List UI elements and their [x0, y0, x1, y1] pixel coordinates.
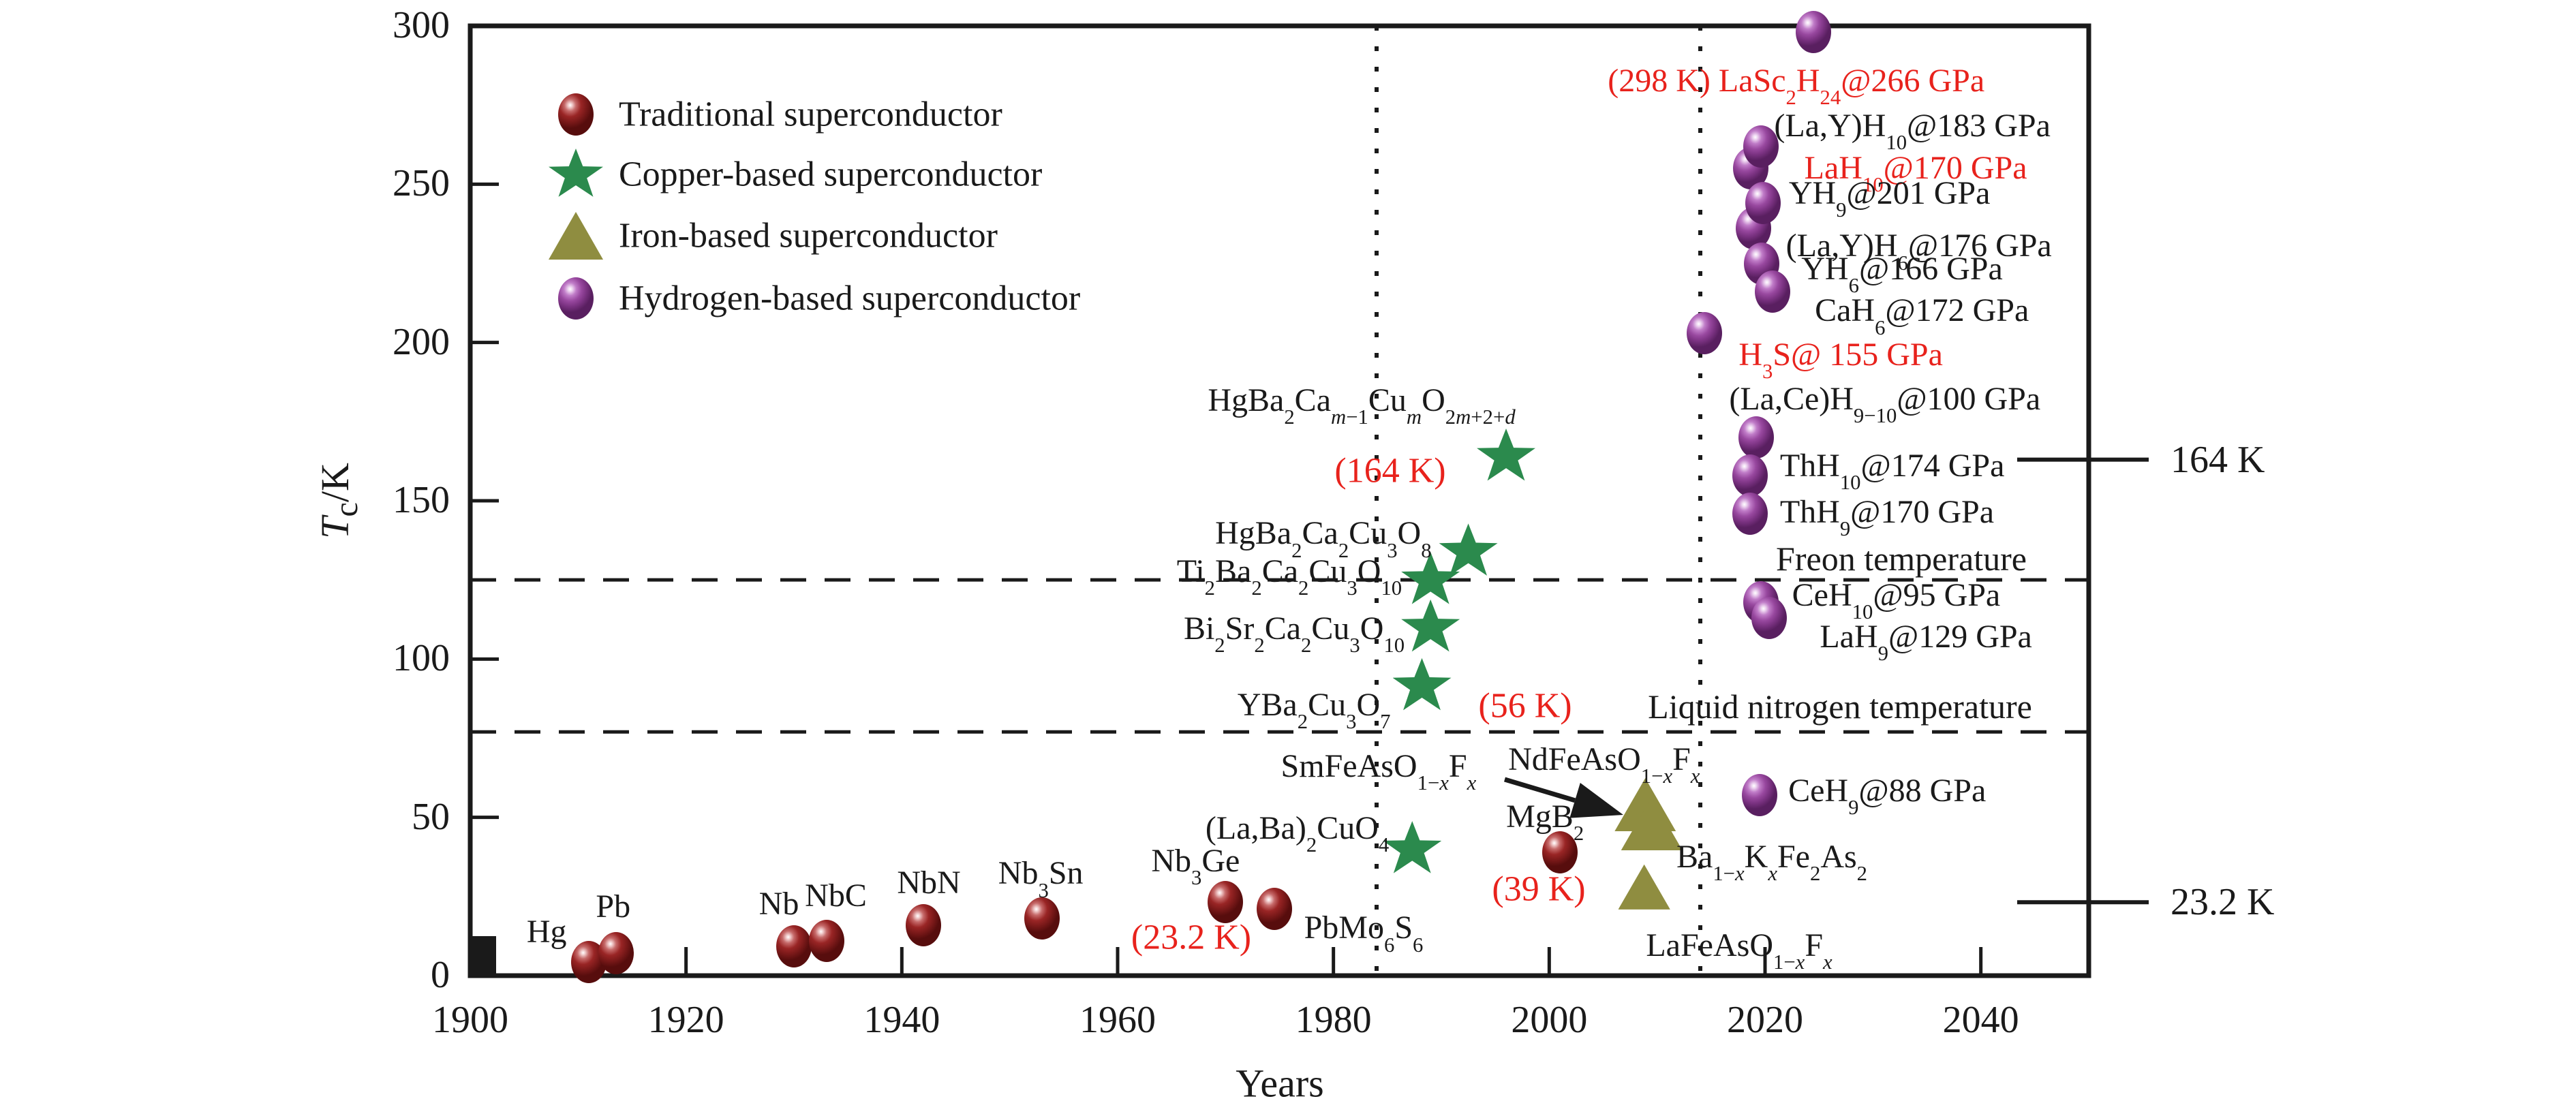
marker-thh-10-174-gpa [1732, 454, 1768, 497]
label-bi-2-sr-2-ca-2-cu-3-o-10: Bi2Sr2Ca2Cu3O10 [1183, 610, 1405, 657]
y-tick-label: 0 [431, 954, 450, 996]
marker-h-3-s-155-gpa [1687, 311, 1723, 354]
label-ndfeaso-1-x-f-x: NdFeAsO1−xFx [1508, 741, 1700, 788]
label-ceh-9-88-gpa: CeH9@88 GPa [1788, 772, 1987, 820]
annotation-164-k: (164 K) [1334, 451, 1446, 491]
x-tick-label: 2000 [1511, 999, 1588, 1041]
label-la-ba-2-cuo-4: (La,Ba)2CuO4 [1205, 809, 1390, 857]
legend-item-label: Hydrogen-based superconductor [619, 279, 1081, 318]
label-nb-3-ge: Nb3Ge [1151, 842, 1240, 890]
annotation-39-k: (39 K) [1492, 869, 1586, 909]
label-cah-6-172-gpa: CaH6@172 GPa [1815, 292, 2029, 339]
label-thh-10-174-gpa: ThH10@174 GPa [1779, 447, 2005, 494]
legend-marker-traditional [558, 93, 594, 136]
annotation-ba-1-x-k-x-fe-2-as-2: Ba1−xKxFe2As2 [1676, 838, 1868, 885]
side-marker-label: 164 K [2171, 438, 2265, 481]
x-axis-title: Years [1236, 1061, 1324, 1106]
marker-cah-6-172-gpa [1755, 270, 1791, 313]
label-yh-9-201-gpa: YH9@201 GPa [1788, 175, 1991, 222]
marker-la-ce-h-9-10-100-gpa [1738, 416, 1775, 459]
marker-nbc [808, 919, 844, 962]
annotation-23-2-k: (23.2 K) [1131, 918, 1252, 957]
marker-yh-9-201-gpa [1745, 182, 1781, 225]
y-tick-label: 250 [393, 162, 450, 205]
marker-mgb-2 [1542, 831, 1578, 873]
annotation-arrow-head [1569, 782, 1623, 818]
legend-item-label: Copper-based superconductor [619, 155, 1043, 194]
label-ceh-10-95-gpa: CeH10@95 GPa [1792, 576, 2001, 623]
legend-item-label: Traditional superconductor [619, 95, 1002, 134]
label-nb-3-sn: Nb3Sn [998, 855, 1084, 902]
y-tick-label: 200 [393, 320, 450, 363]
y-tick-label: 300 [393, 4, 450, 46]
label-298-k-lasc-2-h-24-266-gpa: (298 K) LaSc2H24@266 GPa [1608, 63, 1985, 110]
x-tick-label: 1980 [1295, 999, 1372, 1041]
label-nbc: NbC [805, 877, 867, 914]
label-h-3-s-155-gpa: H3S@ 155 GPa [1738, 336, 1943, 383]
y-tick-label: 50 [412, 795, 450, 838]
label-lah-9-129-gpa: LaH9@129 GPa [1820, 618, 2032, 665]
marker-ceh-9-88-gpa [1742, 774, 1778, 817]
label-thh-9-170-gpa: ThH9@170 GPa [1779, 493, 1995, 540]
marker-298-k-lasc-2-h-24-266-gpa [1796, 11, 1832, 54]
annotation-56-k: (56 K) [1478, 686, 1572, 726]
label-yh-6-166-gpa: YH6@166 GPa [1801, 250, 2003, 297]
label-hgba-2-ca-2-cu-3-o-8: HgBa2Ca2Cu3O8 [1215, 515, 1432, 562]
x-tick-label: 1920 [647, 999, 724, 1041]
marker-nb-3-ge [1208, 881, 1244, 924]
label-nb: Nb [758, 885, 799, 922]
x-tick-label: 2020 [1727, 999, 1803, 1041]
label-ti-2-ba-2-ca-2-cu-3-o-10: Ti2Ba2Ca2Cu3O10 [1176, 553, 1402, 600]
marker-pbmo-6-s-6 [1256, 888, 1292, 931]
label-yba-2-cu-3-o-7: YBa2Cu3O7 [1237, 686, 1391, 733]
marker-nbn [906, 903, 941, 946]
marker-nb-3-sn [1024, 897, 1060, 940]
label-pbmo-6-s-6: PbMo6S6 [1304, 910, 1424, 957]
marker-thh-9-170-gpa [1732, 492, 1768, 535]
x-tick-label: 1960 [1079, 999, 1156, 1041]
x-tick-label: 1940 [863, 999, 940, 1041]
label-hg: Hg [526, 914, 567, 950]
legend-marker-hydrogen [558, 277, 594, 320]
label-la-ce-h-9-10-100-gpa: (La,Ce)H9−10@100 GPa [1729, 380, 2041, 428]
x-tick-label: 1900 [432, 999, 508, 1041]
annotation-lafeaso-1-x-f-x: LaFeAsO1−xFx [1646, 927, 1833, 974]
label-nbn: NbN [897, 864, 961, 901]
legend-item-label: Iron-based superconductor [619, 216, 998, 255]
annotation-freon-temperature: Freon temperature [1776, 539, 2027, 578]
marker-pb [598, 931, 634, 974]
label-lah-10-170-gpa: LaH10@170 GPa [1804, 149, 2027, 196]
side-marker-label: 23.2 K [2171, 881, 2275, 924]
label-la-y-h-6-176-gpa: (La,Y)H6@176 GPa [1785, 228, 2052, 275]
annotation-arrow-shaft [1503, 777, 1576, 803]
label-smfeaso-1-x-f-x: SmFeAsO1−xFx [1281, 747, 1477, 795]
marker-nb [776, 925, 812, 967]
label-pb: Pb [596, 888, 631, 925]
origin-block [470, 936, 496, 976]
marker-lah-10-170-gpa [1743, 125, 1779, 168]
marker-lah-9-129-gpa [1751, 596, 1788, 639]
label-hgba-2-ca-m-1-cu-m-o-2-m-2-d: HgBa2Cam−1CumO2m+2+d [1208, 382, 1516, 429]
y-tick-label: 100 [393, 637, 450, 680]
y-tick-label: 150 [393, 479, 450, 521]
label-mgb-2: MgB2 [1506, 798, 1584, 845]
y-axis-title: Tc/K [313, 463, 365, 539]
x-tick-label: 2040 [1942, 999, 2019, 1041]
annotation-liquid-nitrogen-temperature: Liquid nitrogen temperature [1648, 687, 2032, 726]
label-la-y-h-10-183-gpa: (La,Y)H10@183 GPa [1774, 107, 2051, 155]
